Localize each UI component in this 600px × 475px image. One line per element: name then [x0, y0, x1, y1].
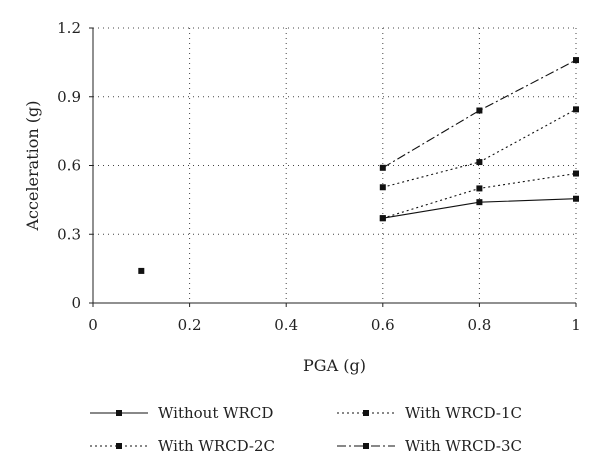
isolated-point	[138, 267, 145, 274]
legend-marker-3	[116, 443, 122, 449]
x-ticks: 0 0.2 0.4 0.6 0.8 1	[88, 303, 581, 334]
series-2-point	[573, 170, 579, 177]
x-tick-label: 0.2	[178, 316, 202, 334]
legend-label-1: Without WRCD	[158, 404, 273, 422]
legend-marker-1	[116, 410, 122, 416]
legend-label-4: With WRCD-3C	[405, 437, 522, 455]
x-tick-label: 0	[88, 316, 98, 334]
series-3-point	[573, 106, 579, 113]
series-line-2	[382, 172, 577, 219]
y-tick-label: 0.6	[57, 157, 81, 175]
y-tick-label: 1.2	[57, 19, 81, 37]
series-4-point	[379, 164, 386, 171]
series-1-point	[476, 199, 483, 206]
legend-label-3: With WRCD-2C	[158, 437, 275, 455]
series-3-point	[476, 159, 483, 166]
x-axis-label: PGA (g)	[303, 356, 366, 375]
grid	[93, 27, 577, 303]
series-1-point	[573, 195, 579, 202]
x-tick-label: 0.6	[371, 316, 395, 334]
series-layer	[379, 57, 579, 222]
legend-marker-2	[363, 410, 369, 416]
x-tick-label: 0.4	[274, 316, 298, 334]
series-4-point	[476, 107, 483, 114]
y-axis-label: Acceleration (g)	[23, 100, 42, 231]
series-2-point	[379, 215, 386, 222]
legend-marker-4	[363, 443, 369, 449]
y-tick-label: 0.3	[57, 225, 81, 243]
series-3-point	[379, 184, 386, 191]
points-layer	[138, 267, 145, 274]
legend-label-2: With WRCD-1C	[405, 404, 522, 422]
y-ticks: 0 0.3 0.6 0.9 1.2	[57, 19, 93, 312]
series-2-point	[476, 185, 483, 192]
series-line-4	[382, 59, 577, 169]
legend: Without WRCD With WRCD-1C With WRCD-2C With…	[90, 404, 522, 455]
y-tick-label: 0.9	[57, 88, 81, 106]
series-4-point	[573, 57, 579, 64]
x-tick-label: 1	[571, 316, 581, 334]
x-tick-label: 0.8	[467, 316, 491, 334]
y-tick-label: 0	[71, 294, 81, 312]
